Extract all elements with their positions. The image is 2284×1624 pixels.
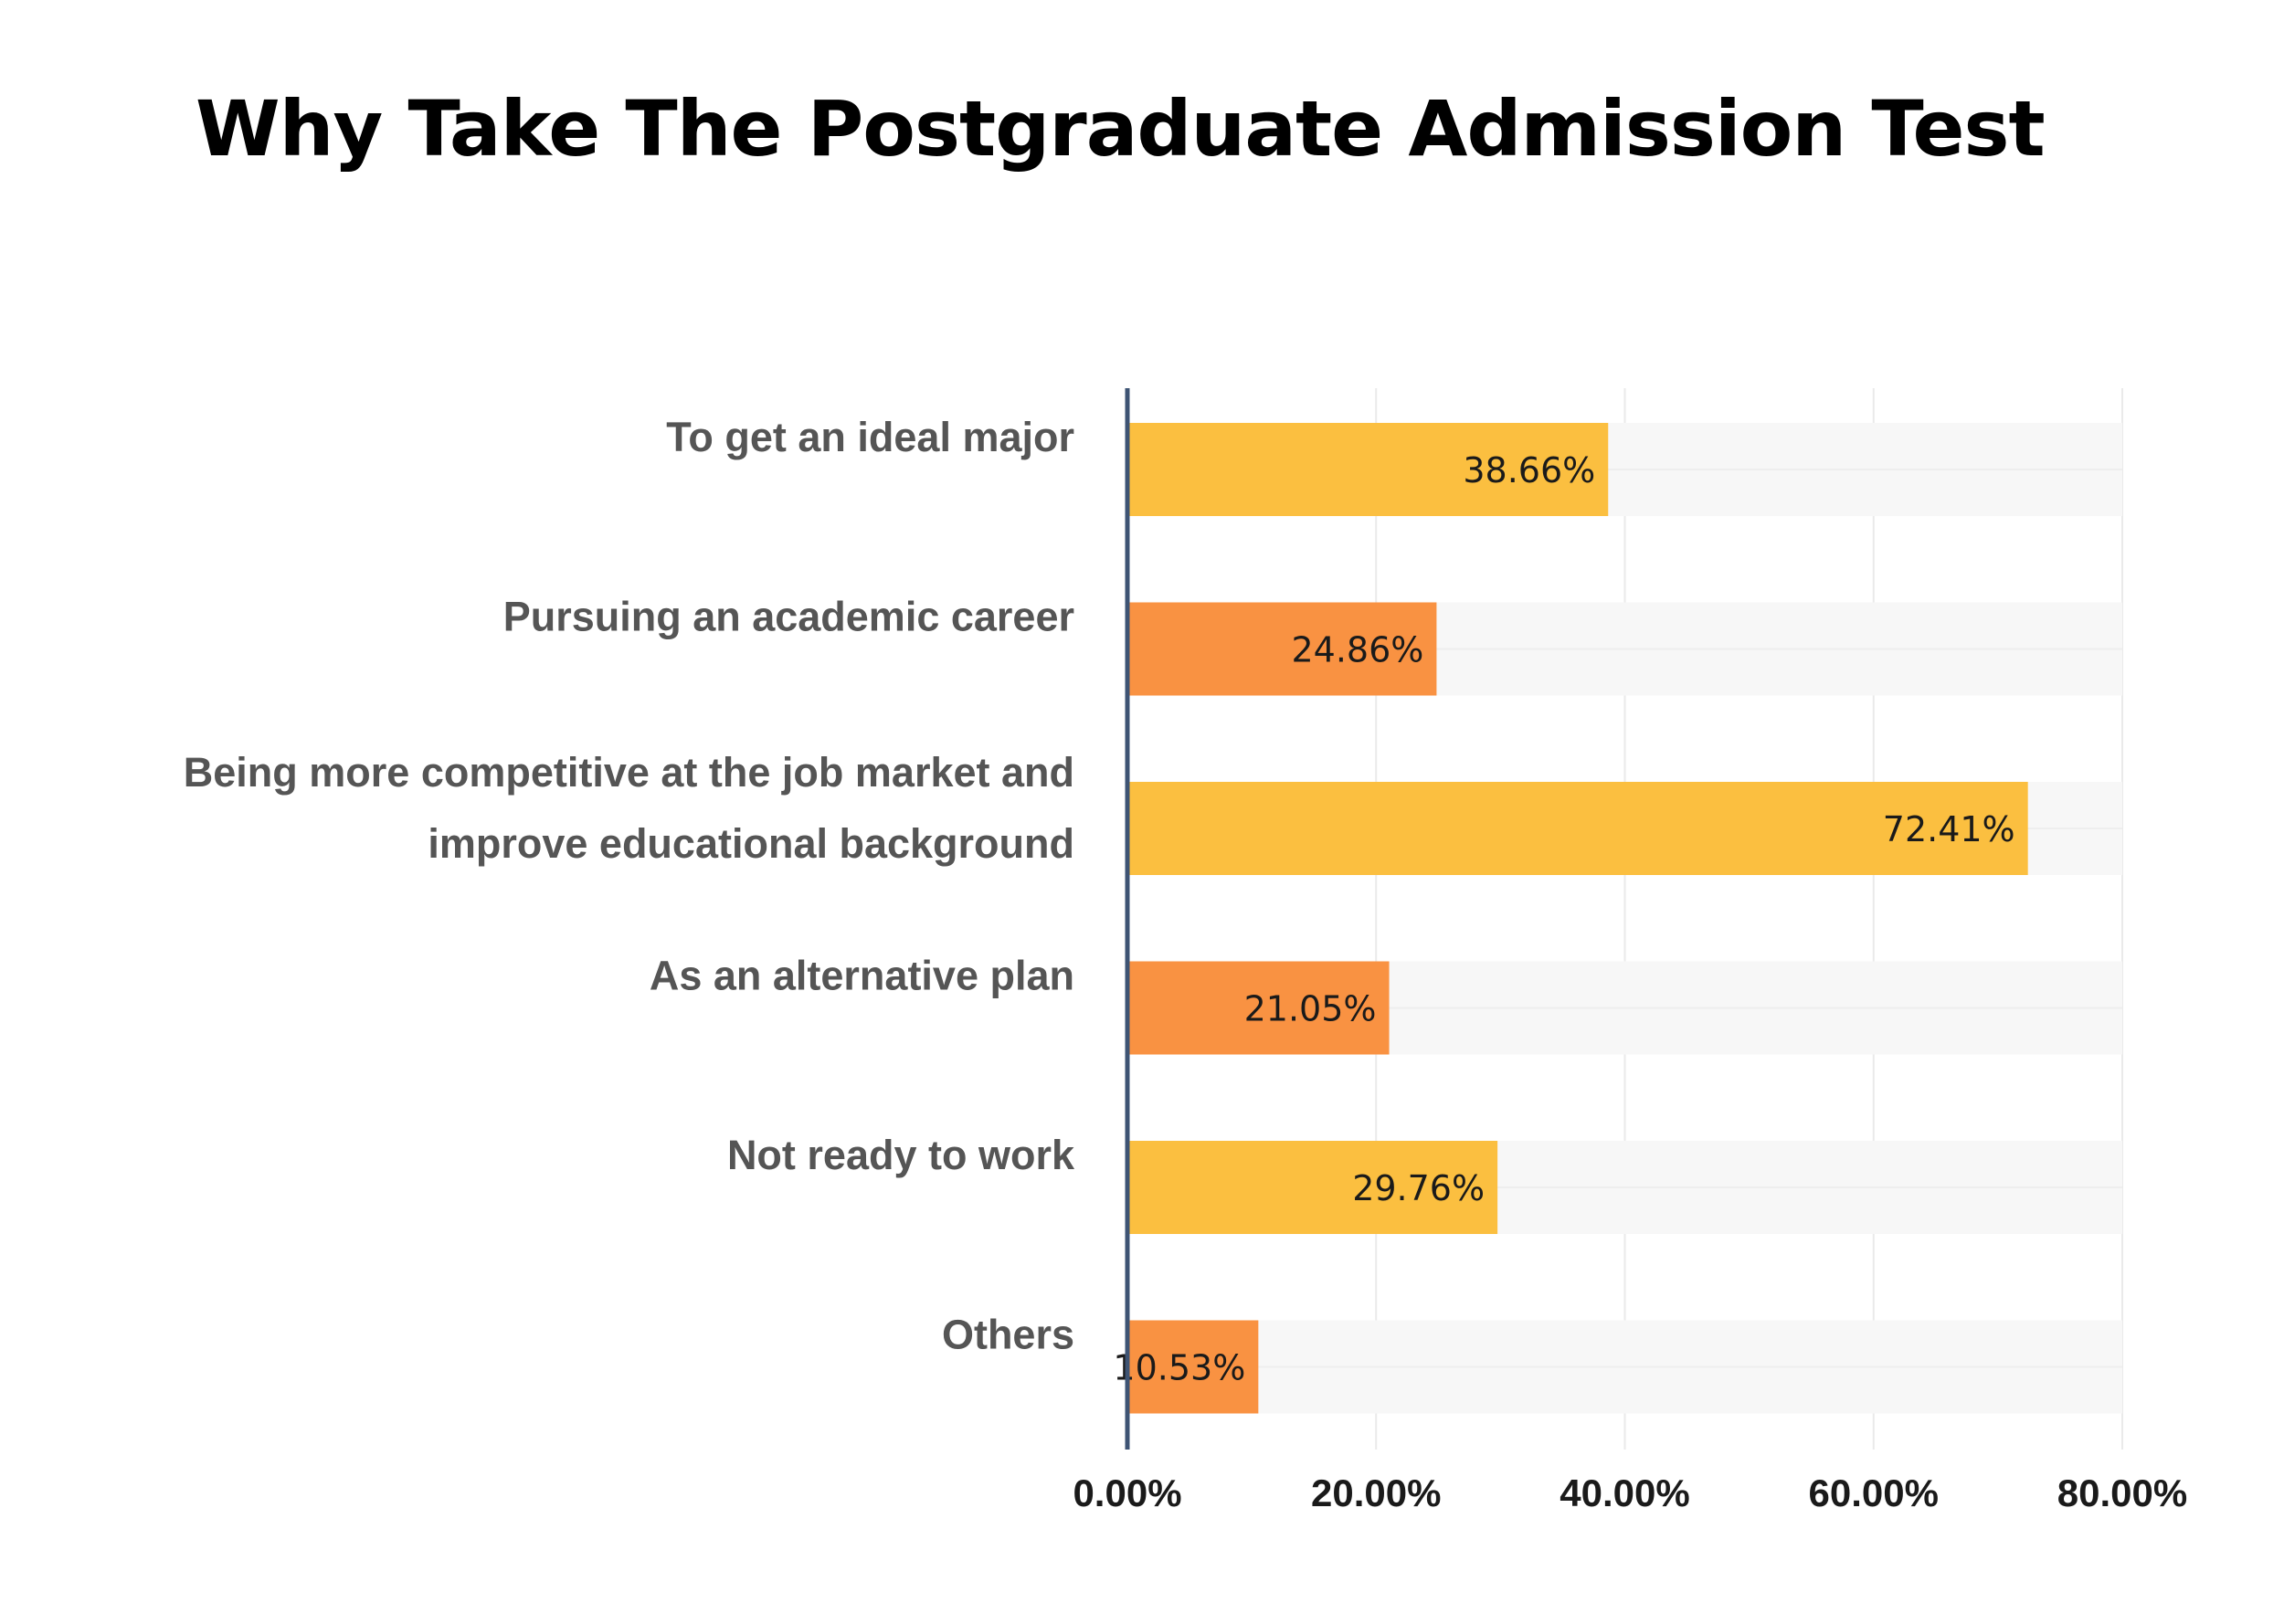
data-label: 10.53%	[1113, 1348, 1245, 1388]
category-label: Others	[942, 1312, 1074, 1358]
category-label: As an alternative plan	[650, 953, 1074, 999]
data-label: 72.41%	[1883, 809, 2015, 849]
category-label: Pursuing an academic career	[503, 594, 1074, 640]
category-label-layer: To get an ideal major Pursuing an academi…	[184, 414, 1075, 1358]
bar	[1127, 1320, 1259, 1414]
category-label: Not ready to work	[727, 1132, 1075, 1178]
data-label: 29.76%	[1352, 1168, 1485, 1208]
tick-label-layer: 0.00% 20.00% 40.00% 60.00% 80.00%	[1073, 1471, 2187, 1514]
bar	[1127, 1141, 1498, 1234]
category-label: To get an ideal major	[666, 414, 1074, 460]
data-label: 21.05%	[1244, 989, 1377, 1029]
data-label: 24.86%	[1292, 630, 1424, 670]
tick-label: 20.00%	[1311, 1471, 1441, 1514]
bar	[1127, 602, 1437, 696]
grid-layer	[1375, 388, 2123, 1450]
bar	[1127, 782, 2028, 875]
bar-layer	[1127, 423, 2028, 1414]
category-label: Being more competitive at the job market…	[184, 749, 1074, 796]
category-label: improve educational background	[428, 820, 1074, 867]
tick-label: 0.00%	[1073, 1471, 1181, 1514]
data-label: 38.66%	[1463, 450, 1595, 490]
tick-label: 80.00%	[2057, 1471, 2187, 1514]
bar	[1127, 961, 1390, 1055]
page-title: Why Take The Postgraduate Admission Test	[196, 84, 2046, 174]
value-label-layer: 38.66% 24.86% 72.41% 21.05% 29.76% 10.53%	[1113, 450, 2014, 1388]
bar	[1127, 423, 1609, 516]
tick-label: 40.00%	[1560, 1471, 1689, 1514]
tick-label: 60.00%	[1809, 1471, 1939, 1514]
